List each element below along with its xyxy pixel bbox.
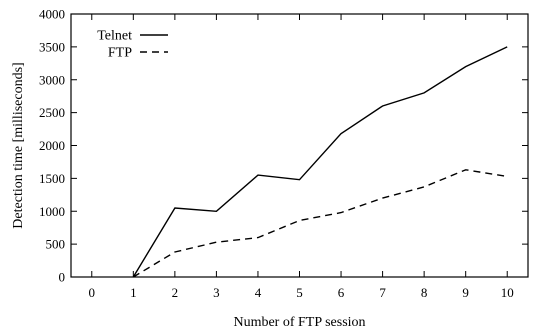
x-tick-label: 7 [379, 285, 386, 300]
x-tick-label: 1 [130, 285, 137, 300]
y-tick-label: 3000 [39, 72, 65, 87]
y-tick-label: 0 [59, 270, 66, 285]
plot-frame [70, 13, 529, 278]
legend-label-ftp: FTP [108, 46, 132, 61]
x-tick-label: 4 [255, 285, 262, 300]
x-tick-label: 8 [421, 285, 428, 300]
y-tick-label: 1000 [39, 204, 65, 219]
y-axis: 0 500 1000 1500 2000 2500 3000 3500 4000 [39, 7, 528, 285]
y-tick-label: 1500 [39, 171, 65, 186]
x-tick-label: 9 [462, 285, 469, 300]
plot-area [70, 13, 529, 278]
x-tick-label: 2 [172, 285, 179, 300]
x-tick-label: 3 [213, 285, 220, 300]
x-tick-label: 5 [296, 285, 303, 300]
y-tick-label: 2000 [39, 138, 65, 153]
y-tick-label: 3500 [39, 39, 65, 54]
x-axis: 0 1 2 3 4 5 6 7 8 9 10 [89, 14, 514, 300]
series-line-telnet [132, 46, 508, 278]
y-axis-title: Detection time [milliseconds] [11, 62, 26, 228]
legend-label-telnet: Telnet [97, 29, 132, 44]
y-tick-label: 500 [46, 237, 66, 252]
x-tick-label: 10 [501, 285, 514, 300]
y-tick-label: 2500 [39, 105, 65, 120]
x-tick-label: 0 [89, 285, 96, 300]
y-tick-label: 4000 [39, 7, 65, 22]
legend: Telnet FTP [97, 29, 168, 61]
x-tick-label: 6 [338, 285, 345, 300]
x-axis-title: Number of FTP session [233, 315, 365, 330]
series-line-ftp [132, 169, 508, 278]
series-layer [132, 46, 508, 278]
